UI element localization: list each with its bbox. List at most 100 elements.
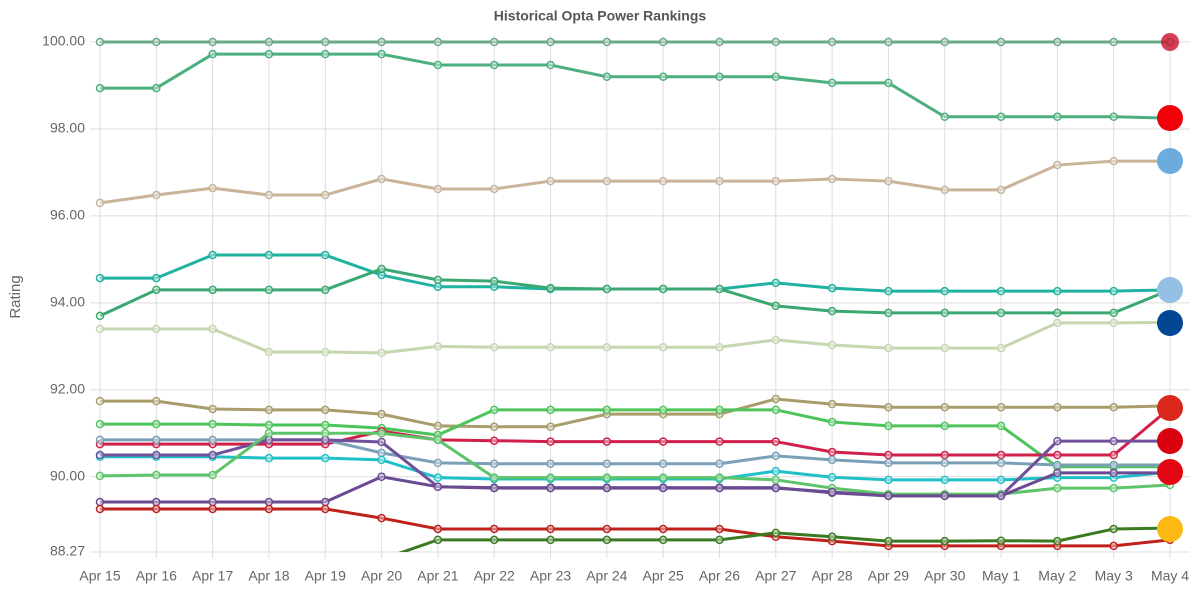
point [264,504,274,514]
point [771,278,781,288]
point [208,404,217,414]
point [264,49,274,59]
point [433,421,443,431]
point [1053,436,1062,446]
series-line [100,408,1170,469]
point [152,83,161,93]
labels: 88.27 90.00 92.00 94.00 96.00 98.00 100.00 Apr … [42,33,1189,584]
point [377,448,386,458]
point [489,405,499,415]
point [489,436,499,445]
point [602,37,612,47]
x-tick-label: Apr 17 [192,568,233,584]
point [152,190,161,200]
y-tick-label: 100.00 [42,33,85,49]
series-line [100,253,1171,293]
point [208,504,217,514]
point [602,437,612,446]
point [321,285,330,295]
point [377,37,386,47]
point [996,343,1006,353]
series-line [100,397,1171,429]
x-tick-label: Apr 22 [474,568,515,584]
point [940,308,949,318]
point [264,420,274,430]
point [489,37,499,47]
badge [1157,459,1183,485]
point [827,447,837,457]
point [1109,402,1118,412]
point [208,37,217,47]
point [95,37,105,47]
point [884,37,893,47]
point [827,37,837,47]
point [884,536,893,546]
point [377,348,386,358]
point [95,198,105,208]
point [602,284,612,294]
point [321,347,330,357]
badge [1157,428,1183,454]
point [884,475,893,485]
series-line [100,52,1171,120]
point [658,524,668,534]
point [1053,468,1062,478]
point [264,453,274,463]
badge [1157,277,1183,303]
y-tick-label: 88.27 [50,543,85,559]
point [940,536,949,546]
x-tick-label: Apr 16 [136,568,177,584]
point [546,37,555,47]
point [208,435,217,445]
point [658,37,668,47]
point [489,524,499,534]
badge [1157,105,1183,131]
point [996,450,1006,460]
point [996,475,1006,485]
point [546,60,555,70]
point [546,483,555,493]
point [264,347,274,357]
point [771,466,781,476]
x-tick-label: Apr 21 [417,568,458,584]
point [546,283,555,293]
point [996,536,1006,545]
point [95,311,105,321]
point [996,402,1006,412]
point [1109,468,1118,478]
point [546,473,555,482]
point [433,342,443,351]
point [1109,112,1118,122]
point [152,450,161,460]
point [489,535,499,545]
point [95,83,105,93]
point [321,504,330,514]
point [715,37,724,47]
point [1053,308,1062,318]
point [658,342,668,352]
point [1053,483,1062,493]
point [884,286,893,296]
point [940,458,949,468]
point [321,405,330,415]
point [940,343,949,353]
point [264,497,274,507]
point [996,308,1006,318]
point [152,497,161,507]
point [208,419,217,429]
x-tick-label: Apr 18 [248,568,289,584]
point [1109,37,1118,47]
point [377,437,386,447]
point [715,473,724,482]
point [152,435,161,445]
x-tick-label: Apr 29 [868,568,909,584]
point [1053,160,1062,170]
series-line [100,471,1170,504]
point [208,450,217,460]
point [1053,318,1062,328]
series-line [100,406,1171,457]
x-tick-label: Apr 20 [361,568,402,584]
point [827,417,837,427]
point [715,176,724,186]
point [940,421,949,431]
